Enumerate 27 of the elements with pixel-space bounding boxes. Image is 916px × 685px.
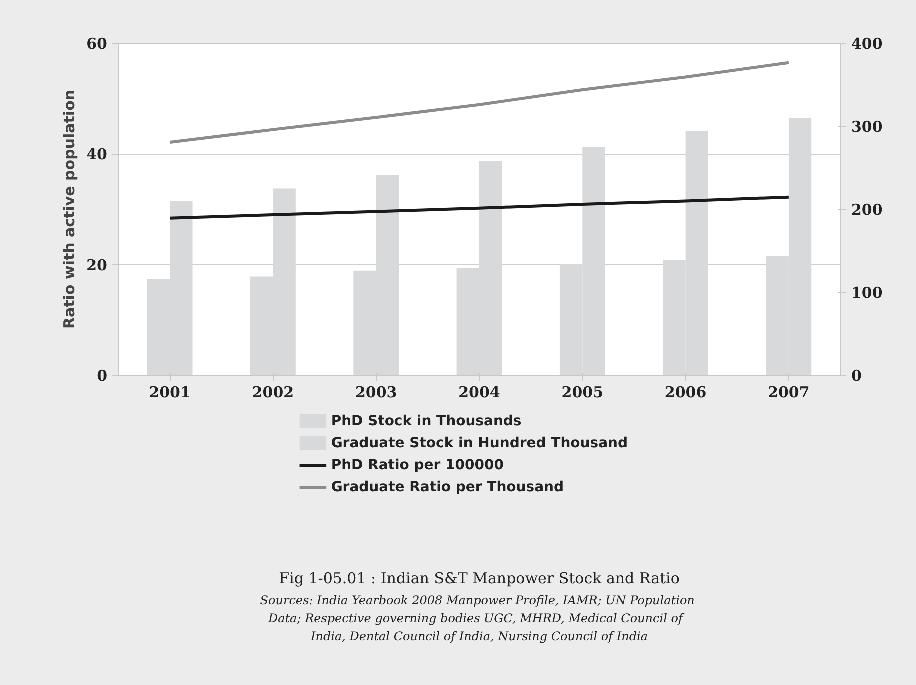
text: Data; Respective governing bodies UGC, MHRD, Medical Council of xyxy=(267,612,686,626)
line-series xyxy=(168,196,790,220)
x-tick-label: 2001 xyxy=(149,384,191,402)
x-tick-label: 2003 xyxy=(355,384,398,402)
text: Fig 1-05.01 : Indian S&T Manpower Stock and Ratio xyxy=(279,570,680,588)
x-tick-label: 2002 xyxy=(252,384,294,402)
y2-tick-label: 300 xyxy=(852,118,883,136)
text: India, Dental Council of India, Nursing Council of India xyxy=(310,630,648,644)
y2-tick-label: 200 xyxy=(852,201,883,219)
x-tick-label: 2004 xyxy=(458,384,500,402)
legend-label: PhD Stock in Thousands xyxy=(331,414,522,430)
y-tick-label: 0 xyxy=(97,367,108,385)
legend-label: Graduate Stock in Hundred Thousand xyxy=(331,436,628,452)
x-tick-label: 2006 xyxy=(664,384,707,402)
y-axis-title: Ratio with active population xyxy=(60,90,79,330)
x-tick-label: 2007 xyxy=(768,384,810,402)
x-tick-label: 2005 xyxy=(562,384,604,402)
legend-label: PhD Ratio per 100000 xyxy=(331,458,504,474)
y-tick-label: 20 xyxy=(86,256,108,274)
y2-tick-label: 400 xyxy=(852,35,883,53)
legend-label: Graduate Ratio per Thousand xyxy=(331,480,564,496)
y2-tick-label: 100 xyxy=(852,284,883,302)
y-tick-label: 60 xyxy=(86,35,108,53)
line-series xyxy=(168,61,790,144)
y2-tick-label: 0 xyxy=(852,367,862,385)
y-tick-label: 40 xyxy=(86,146,108,164)
source-note: Sources: India Yearbook 2008 Manpower Profile, IAMR; UN Population xyxy=(260,594,695,608)
